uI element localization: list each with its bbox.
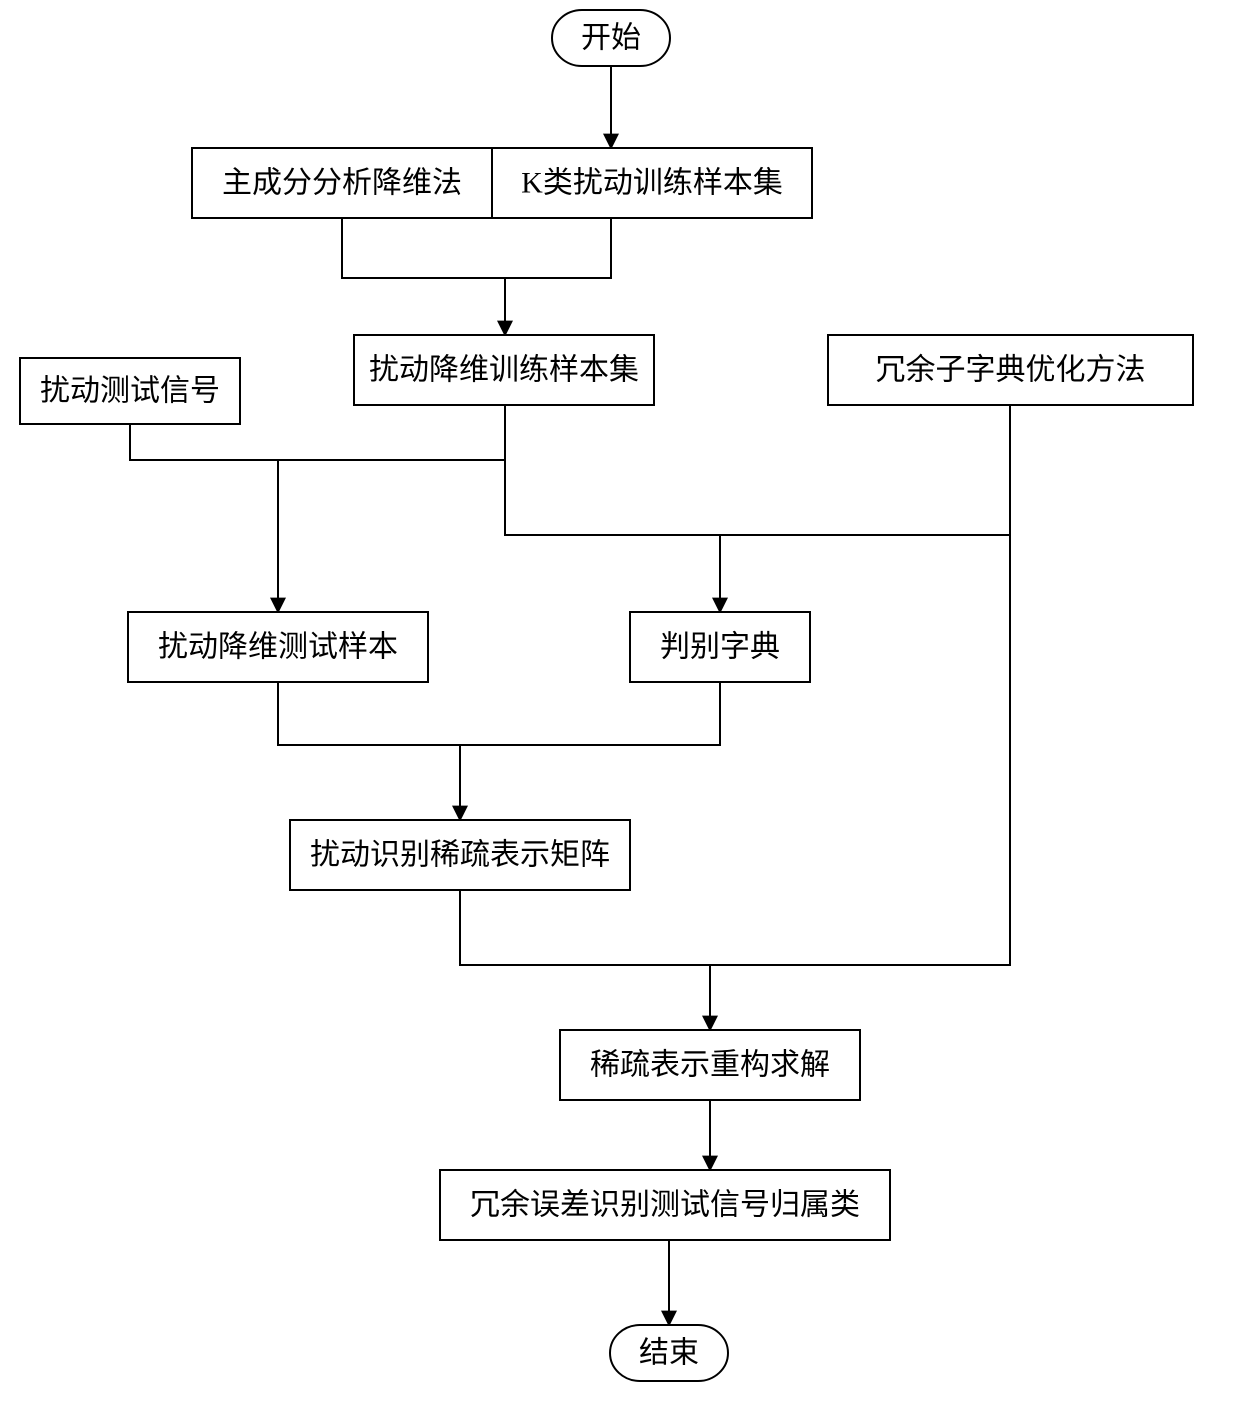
node-dict-label: 判别字典 bbox=[660, 631, 780, 664]
node-end-label: 结束 bbox=[639, 1337, 699, 1370]
edge-ktrain-to-j1 bbox=[505, 218, 611, 278]
node-start: 开始 bbox=[552, 10, 670, 66]
edge-dimtrain-to-j3 bbox=[505, 405, 720, 535]
node-sparse-label: 扰动识别稀疏表示矩阵 bbox=[310, 839, 610, 872]
node-dict: 判别字典 bbox=[630, 612, 810, 682]
node-start-label: 开始 bbox=[581, 22, 641, 55]
node-dimtest-label: 扰动降维测试样本 bbox=[158, 631, 398, 664]
node-class-label: 冗余误差识别测试信号归属类 bbox=[470, 1189, 860, 1222]
edge-redund-to-j3 bbox=[720, 405, 1010, 535]
node-testsig: 扰动测试信号 bbox=[20, 358, 240, 424]
node-end: 结束 bbox=[610, 1325, 728, 1381]
node-recon: 稀疏表示重构求解 bbox=[560, 1030, 860, 1100]
edge-sparse-to-j5 bbox=[460, 890, 710, 965]
node-sparse: 扰动识别稀疏表示矩阵 bbox=[290, 820, 630, 890]
edge-redund-to-j5 bbox=[710, 405, 1010, 965]
node-dimtrain-label: 扰动降维训练样本集 bbox=[369, 354, 639, 387]
node-dimtest: 扰动降维测试样本 bbox=[128, 612, 428, 682]
node-testsig-label: 扰动测试信号 bbox=[40, 375, 220, 408]
node-ktrain: K类扰动训练样本集 bbox=[492, 148, 812, 218]
edges-layer bbox=[130, 66, 1010, 1325]
node-dimtrain: 扰动降维训练样本集 bbox=[354, 335, 654, 405]
flowchart-canvas: 开始主成分分析降维法 K类扰动训练样本集扰动测试信号 扰动降维训练样本集 冗余子字典优… bbox=[0, 0, 1240, 1417]
edge-dimtrain-to-j2 bbox=[278, 405, 505, 460]
node-ktrain-label: K类扰动训练样本集 bbox=[521, 167, 783, 200]
nodes-layer: 开始主成分分析降维法 K类扰动训练样本集扰动测试信号 扰动降维训练样本集 冗余子字典优… bbox=[20, 10, 1193, 1381]
node-recon-label: 稀疏表示重构求解 bbox=[590, 1049, 830, 1082]
edge-pca-to-j1 bbox=[342, 218, 505, 278]
node-pca: 主成分分析降维法 bbox=[192, 148, 492, 218]
node-class: 冗余误差识别测试信号归属类 bbox=[440, 1170, 890, 1240]
node-pca-label: 主成分分析降维法 bbox=[222, 167, 462, 200]
node-redund-label: 冗余子字典优化方法 bbox=[876, 354, 1146, 387]
edge-dimtest-to-j4 bbox=[278, 682, 460, 745]
node-redund: 冗余子字典优化方法 bbox=[828, 335, 1193, 405]
edge-dict-to-j4 bbox=[460, 682, 720, 745]
edge-testsig-to-j2 bbox=[130, 424, 278, 460]
